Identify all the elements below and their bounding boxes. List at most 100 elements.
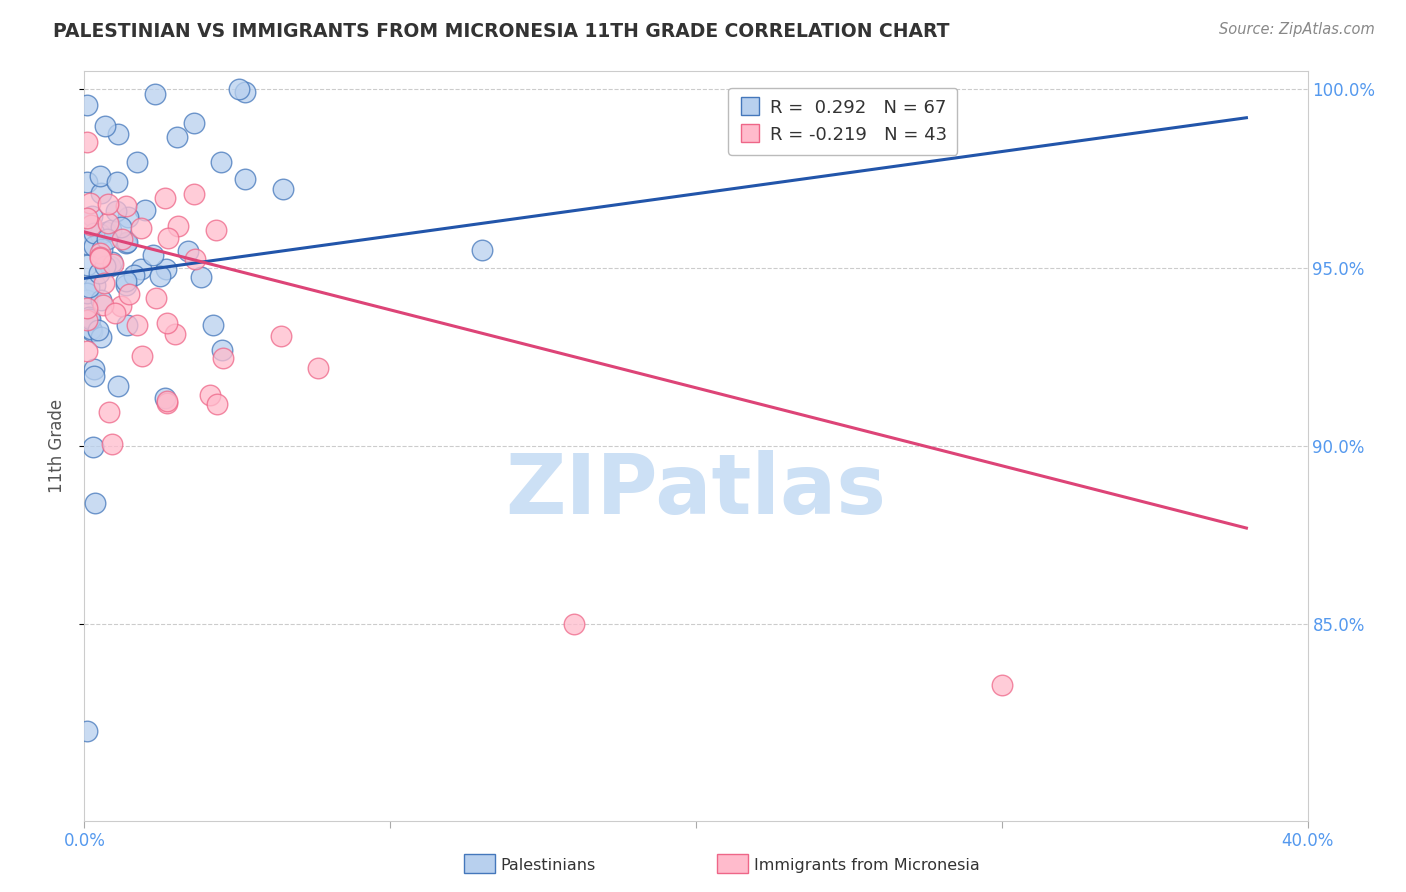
Point bbox=[91, 298, 114, 312]
Point bbox=[100, 223, 122, 237]
Point bbox=[228, 82, 250, 96]
Point bbox=[101, 255, 124, 269]
Point bbox=[77, 280, 100, 294]
Point bbox=[117, 210, 139, 224]
Point bbox=[83, 496, 105, 510]
Text: ZIPatlas: ZIPatlas bbox=[506, 450, 886, 532]
Point bbox=[76, 724, 98, 739]
Point bbox=[83, 239, 105, 253]
Point bbox=[89, 251, 111, 265]
Point bbox=[127, 155, 149, 169]
Point bbox=[115, 199, 138, 213]
Point bbox=[76, 344, 98, 359]
Point bbox=[145, 291, 167, 305]
Point bbox=[76, 136, 98, 150]
Point bbox=[117, 235, 139, 249]
Y-axis label: 11th Grade: 11th Grade bbox=[48, 399, 66, 493]
Point bbox=[165, 326, 187, 341]
Point bbox=[83, 369, 105, 384]
Point bbox=[96, 232, 118, 246]
Point bbox=[90, 330, 112, 344]
Point bbox=[153, 191, 176, 205]
Point bbox=[211, 343, 233, 357]
Point bbox=[93, 259, 115, 273]
Point bbox=[76, 286, 98, 301]
Point bbox=[202, 318, 225, 332]
Point bbox=[76, 293, 98, 308]
Point bbox=[142, 248, 165, 262]
Point bbox=[76, 258, 98, 272]
Point bbox=[83, 227, 105, 241]
Point bbox=[233, 172, 256, 186]
Text: Source: ZipAtlas.com: Source: ZipAtlas.com bbox=[1219, 22, 1375, 37]
Point bbox=[79, 196, 101, 211]
Point bbox=[166, 130, 188, 145]
Text: PALESTINIAN VS IMMIGRANTS FROM MICRONESIA 11TH GRADE CORRELATION CHART: PALESTINIAN VS IMMIGRANTS FROM MICRONESI… bbox=[53, 22, 950, 41]
Point bbox=[89, 169, 111, 184]
Point bbox=[76, 236, 98, 251]
Point bbox=[122, 268, 145, 282]
Point bbox=[87, 323, 110, 337]
Point bbox=[991, 678, 1014, 692]
Point bbox=[94, 225, 117, 239]
Point bbox=[155, 391, 177, 405]
Point bbox=[77, 310, 100, 325]
Point bbox=[211, 351, 233, 366]
Point bbox=[82, 209, 104, 223]
Point bbox=[91, 242, 114, 256]
Point bbox=[156, 230, 179, 244]
Point bbox=[183, 187, 205, 202]
Text: Palestinians: Palestinians bbox=[501, 858, 596, 872]
Point bbox=[111, 232, 134, 246]
Point bbox=[89, 250, 111, 264]
Text: Immigrants from Micronesia: Immigrants from Micronesia bbox=[754, 858, 980, 872]
Point bbox=[89, 245, 111, 260]
Point bbox=[83, 361, 105, 376]
Point bbox=[110, 299, 132, 313]
Point bbox=[79, 312, 101, 326]
Point bbox=[87, 266, 110, 280]
Point bbox=[84, 278, 107, 293]
Point bbox=[97, 216, 120, 230]
Point bbox=[107, 378, 129, 392]
Point bbox=[93, 277, 115, 291]
Point bbox=[104, 306, 127, 320]
Point bbox=[101, 257, 124, 271]
Point bbox=[156, 316, 179, 330]
Point bbox=[89, 227, 111, 241]
Point bbox=[205, 397, 228, 411]
Point bbox=[209, 155, 232, 169]
Point bbox=[134, 203, 156, 218]
Point bbox=[115, 277, 138, 292]
Point bbox=[110, 220, 132, 235]
Point bbox=[82, 441, 104, 455]
Point bbox=[271, 182, 294, 196]
Point bbox=[129, 262, 152, 277]
Point bbox=[115, 274, 138, 288]
Point bbox=[101, 437, 124, 451]
Point bbox=[190, 270, 212, 285]
Point bbox=[76, 301, 98, 315]
Point bbox=[76, 313, 98, 327]
Point bbox=[104, 203, 127, 218]
Point bbox=[156, 394, 179, 409]
Point bbox=[115, 318, 138, 332]
Point bbox=[90, 186, 112, 200]
Legend: R =  0.292   N = 67, R = -0.219   N = 43: R = 0.292 N = 67, R = -0.219 N = 43 bbox=[728, 88, 957, 154]
Point bbox=[562, 617, 585, 632]
Point bbox=[107, 175, 129, 189]
Point bbox=[233, 85, 256, 99]
Point bbox=[471, 243, 494, 257]
Point bbox=[200, 388, 222, 402]
Point bbox=[149, 269, 172, 284]
Point bbox=[143, 87, 166, 101]
Point bbox=[156, 396, 179, 410]
Point bbox=[97, 196, 120, 211]
Point bbox=[76, 211, 98, 225]
Point bbox=[76, 98, 98, 112]
Point bbox=[82, 324, 104, 338]
Point bbox=[167, 219, 190, 234]
Point bbox=[155, 262, 177, 277]
Point bbox=[204, 223, 226, 237]
Point bbox=[131, 350, 153, 364]
